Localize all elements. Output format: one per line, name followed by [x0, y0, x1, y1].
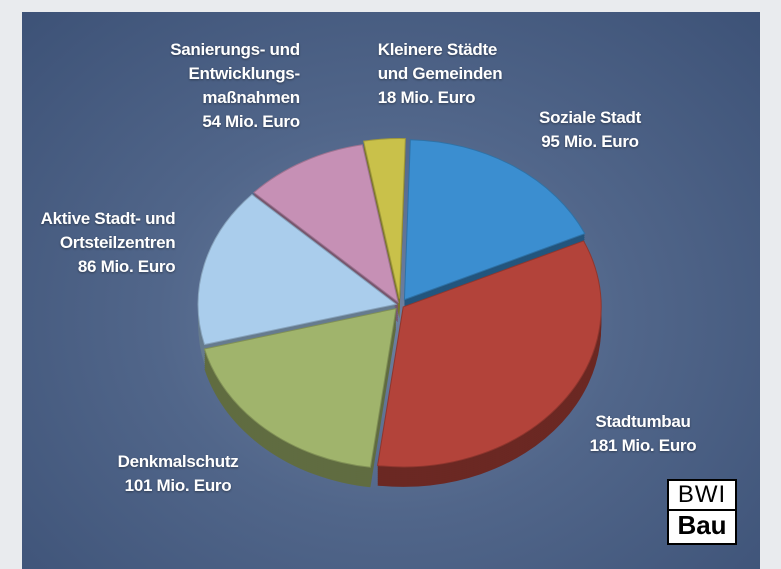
label-name: Denkmalschutz [118, 450, 239, 474]
logo-bottom: Bau [669, 511, 735, 539]
logo: BWI Bau [667, 479, 737, 545]
label-name: Kleinere Städte und Gemeinden [378, 38, 503, 86]
label-name: Aktive Stadt- und Ortsteilzentren [41, 207, 176, 255]
label-name: Sanierungs- und Entwicklungs- maßnahmen [170, 38, 300, 110]
value-label: 54 Mio. Euro [170, 110, 300, 134]
label-name: Soziale Stadt [539, 106, 641, 130]
page: BWI Bau Soziale Stadt95 Mio. Euro Stadtum… [0, 0, 781, 569]
value-label: 95 Mio. Euro [539, 130, 641, 154]
label-name: Stadtumbau [590, 410, 697, 434]
value-label: 86 Mio. Euro [41, 255, 176, 279]
logo-top: BWI [669, 481, 735, 511]
value-label: 18 Mio. Euro [378, 86, 503, 110]
value-label: 101 Mio. Euro [118, 474, 239, 498]
value-label: 181 Mio. Euro [590, 434, 697, 458]
